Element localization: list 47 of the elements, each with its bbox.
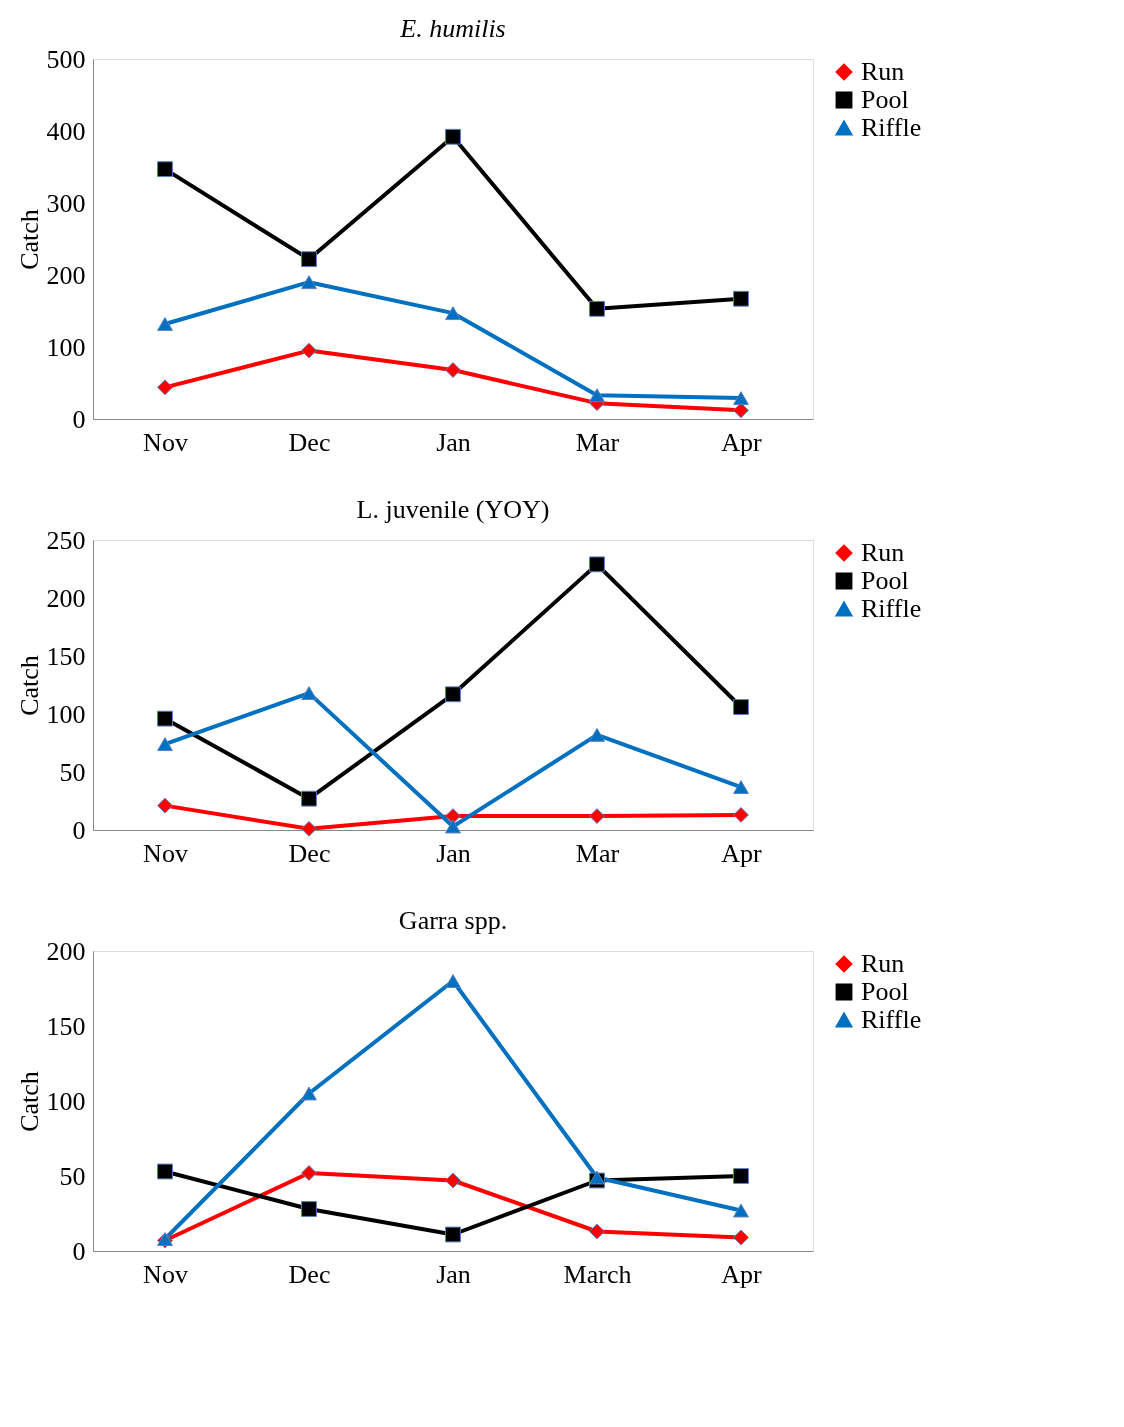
- y-tick-label: 150: [46, 1011, 86, 1041]
- y-tick-label: 200: [46, 583, 86, 613]
- legend-label: Riffle: [861, 113, 922, 142]
- x-tick-label: Apr: [721, 427, 763, 457]
- x-tick-label: Dec: [288, 1259, 331, 1289]
- y-axis-title: Catch: [14, 1071, 44, 1132]
- legend-label: Riffle: [861, 594, 922, 623]
- y-tick-label: 500: [46, 44, 86, 74]
- x-tick-label: Apr: [721, 838, 763, 868]
- chart-title: E. humilis: [399, 14, 506, 43]
- y-tick-label: 150: [46, 641, 86, 671]
- y-tick-label: 200: [46, 936, 86, 966]
- x-tick-label: March: [563, 1259, 632, 1289]
- legend-label: Run: [861, 949, 905, 978]
- y-tick-label: 100: [46, 332, 86, 362]
- x-tick-label: Mar: [575, 427, 620, 457]
- y-tick-label: 0: [72, 404, 86, 434]
- y-tick-label: 300: [46, 188, 86, 218]
- y-tick-label: 100: [46, 699, 86, 729]
- y-tick-label: 100: [46, 1086, 86, 1116]
- legend-label: Pool: [861, 566, 909, 595]
- x-tick-label: Mar: [575, 838, 620, 868]
- x-tick-label: Dec: [288, 427, 331, 457]
- y-tick-label: 200: [46, 260, 86, 290]
- x-tick-label: Apr: [721, 1259, 763, 1289]
- y-tick-label: 0: [72, 815, 86, 845]
- y-axis-title: Catch: [14, 209, 44, 270]
- x-tick-label: Jan: [436, 427, 471, 457]
- legend-label: Pool: [861, 977, 909, 1006]
- chart-title: L. juvenile (YOY): [356, 495, 550, 524]
- y-tick-label: 0: [72, 1236, 86, 1266]
- y-axis-title: Catch: [14, 655, 44, 716]
- x-tick-label: Nov: [143, 838, 188, 868]
- x-tick-label: Nov: [143, 1259, 188, 1289]
- legend-label: Run: [861, 538, 905, 567]
- legend-label: Run: [861, 57, 905, 86]
- legend-label: Riffle: [861, 1005, 922, 1034]
- x-tick-label: Nov: [143, 427, 188, 457]
- x-tick-label: Jan: [436, 838, 471, 868]
- legend-label: Pool: [861, 85, 909, 114]
- chart-title: Garra spp.: [398, 906, 508, 935]
- y-tick-label: 400: [46, 116, 86, 146]
- y-tick-label: 50: [59, 1161, 86, 1191]
- x-tick-label: Dec: [288, 838, 331, 868]
- y-tick-label: 50: [59, 757, 86, 787]
- y-tick-label: 250: [46, 525, 86, 555]
- x-tick-label: Jan: [436, 1259, 471, 1289]
